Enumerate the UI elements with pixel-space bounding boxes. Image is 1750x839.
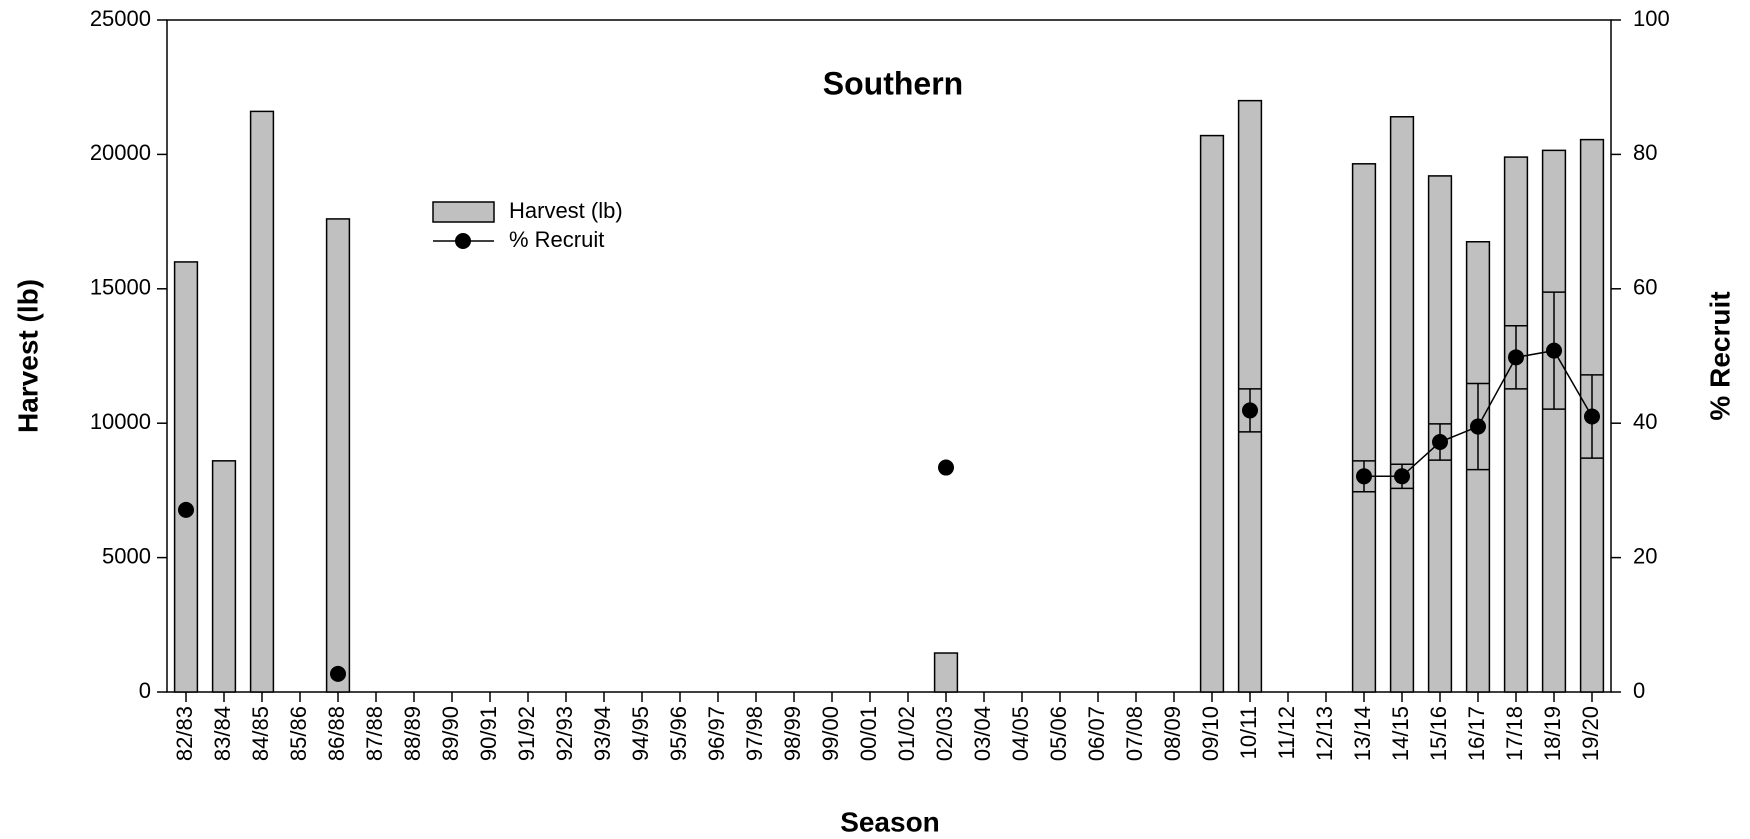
x-tick-label: 96/97 <box>704 706 729 761</box>
x-tick-label: 09/10 <box>1198 706 1223 761</box>
point <box>178 501 194 518</box>
y2-tick-label: 20 <box>1633 543 1657 568</box>
y2-tick-label: 60 <box>1633 275 1657 300</box>
y-tick-label: 0 <box>139 678 151 703</box>
x-tick-label: 90/91 <box>476 706 501 761</box>
x-tick-label: 16/17 <box>1464 706 1489 761</box>
y-tick-label: 5000 <box>102 543 151 568</box>
x-tick-label: 93/94 <box>590 706 615 761</box>
point <box>1394 468 1410 485</box>
x-tick-label: 87/88 <box>362 706 387 761</box>
point <box>1584 408 1600 425</box>
x-tick-label: 92/93 <box>552 706 577 761</box>
point <box>1242 402 1258 419</box>
point <box>938 459 954 476</box>
bar <box>1199 134 1225 693</box>
x-tick-label: 14/15 <box>1388 706 1413 761</box>
x-tick-label: 17/18 <box>1502 706 1527 761</box>
x-tick-label: 98/99 <box>780 706 805 761</box>
x-tick-label: 83/84 <box>210 706 235 761</box>
y2-tick-label: 40 <box>1633 409 1657 434</box>
point <box>1470 418 1486 435</box>
point <box>330 665 346 682</box>
x-tick-label: 99/00 <box>818 706 843 761</box>
x-tick-label: 12/13 <box>1312 706 1337 761</box>
x-tick-label: 13/14 <box>1350 706 1375 761</box>
chart-title: Southern <box>823 65 963 101</box>
x-tick-label: 86/88 <box>324 706 349 761</box>
x-tick-label: 85/86 <box>286 706 311 761</box>
point <box>1546 342 1562 359</box>
x-tick-label: 19/20 <box>1578 706 1603 761</box>
y-axis-label: Harvest (lb) <box>12 279 43 433</box>
x-tick-label: 05/06 <box>1046 706 1071 761</box>
legend-label: Harvest (lb) <box>509 198 623 223</box>
bar <box>173 261 199 693</box>
x-tick-label: 97/98 <box>742 706 767 761</box>
x-tick-label: 15/16 <box>1426 706 1451 761</box>
x-tick-label: 82/83 <box>172 706 197 761</box>
x-axis-label: Season <box>840 806 940 837</box>
x-tick-label: 01/02 <box>894 706 919 761</box>
legend-marker <box>455 233 471 249</box>
bar <box>1541 149 1567 693</box>
y-tick-label: 25000 <box>90 6 151 31</box>
y2-tick-label: 100 <box>1633 6 1670 31</box>
x-tick-label: 08/09 <box>1160 706 1185 761</box>
x-tick-label: 88/89 <box>400 706 425 761</box>
legend-swatch <box>432 201 495 223</box>
bar <box>1351 163 1377 693</box>
bar <box>933 652 959 693</box>
y2-axis-label: % Recruit <box>1704 291 1735 420</box>
x-tick-label: 03/04 <box>970 706 995 761</box>
x-tick-label: 89/90 <box>438 706 463 761</box>
plot-frame <box>166 19 1612 693</box>
bar <box>249 110 275 693</box>
bar <box>1389 116 1415 693</box>
y2-tick-label: 80 <box>1633 140 1657 165</box>
x-tick-label: 06/07 <box>1084 706 1109 761</box>
y2-tick-label: 0 <box>1633 678 1645 703</box>
bar <box>211 460 237 693</box>
point <box>1508 349 1524 366</box>
legend-label: % Recruit <box>509 227 604 252</box>
x-tick-label: 11/12 <box>1274 706 1299 759</box>
bar <box>1503 156 1529 693</box>
x-tick-label: 10/11 <box>1236 706 1261 759</box>
x-tick-label: 84/85 <box>248 706 273 761</box>
point <box>1356 468 1372 485</box>
x-tick-label: 02/03 <box>932 706 957 761</box>
x-tick-label: 07/08 <box>1122 706 1147 761</box>
y-tick-label: 20000 <box>90 140 151 165</box>
y-tick-label: 10000 <box>90 409 151 434</box>
point <box>1432 434 1448 451</box>
bar <box>325 218 351 693</box>
x-tick-label: 91/92 <box>514 706 539 761</box>
x-tick-label: 18/19 <box>1540 706 1565 761</box>
y-tick-label: 15000 <box>90 275 151 300</box>
x-tick-label: 04/05 <box>1008 706 1033 761</box>
x-tick-label: 94/95 <box>628 706 653 761</box>
x-tick-label: 00/01 <box>856 706 881 761</box>
x-tick-label: 95/96 <box>666 706 691 761</box>
